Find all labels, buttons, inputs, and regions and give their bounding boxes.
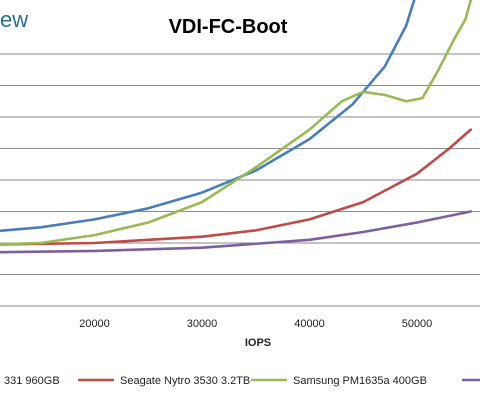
series-line-4	[0, 210, 472, 254]
brand-logo-text: ew	[0, 7, 28, 32]
plot-area	[0, 0, 472, 254]
legend-label-3: Samsung PM1635a 400GB	[293, 375, 427, 387]
series-line-3	[0, 0, 472, 246]
series-line-2	[0, 128, 472, 246]
chart-title: VDI-FC-Boot	[169, 16, 288, 38]
legend-label-1: 331 960GB	[4, 375, 60, 387]
x-axis-ticks: 020000300004000050000	[79, 318, 433, 330]
legend: 331 960GB Seagate Nytro 3530 3.2TB Samsung…	[4, 375, 480, 387]
x-tick-label: 40000	[294, 318, 325, 330]
x-axis-title: IOPS	[245, 337, 271, 349]
x-tick-label: 20000	[79, 318, 110, 330]
x-tick-label: 30000	[187, 318, 218, 330]
x-tick-label: 50000	[402, 318, 433, 330]
gridlines	[0, 53, 480, 307]
series-line-1	[0, 0, 416, 233]
legend-label-2: Seagate Nytro 3530 3.2TB	[120, 375, 250, 387]
